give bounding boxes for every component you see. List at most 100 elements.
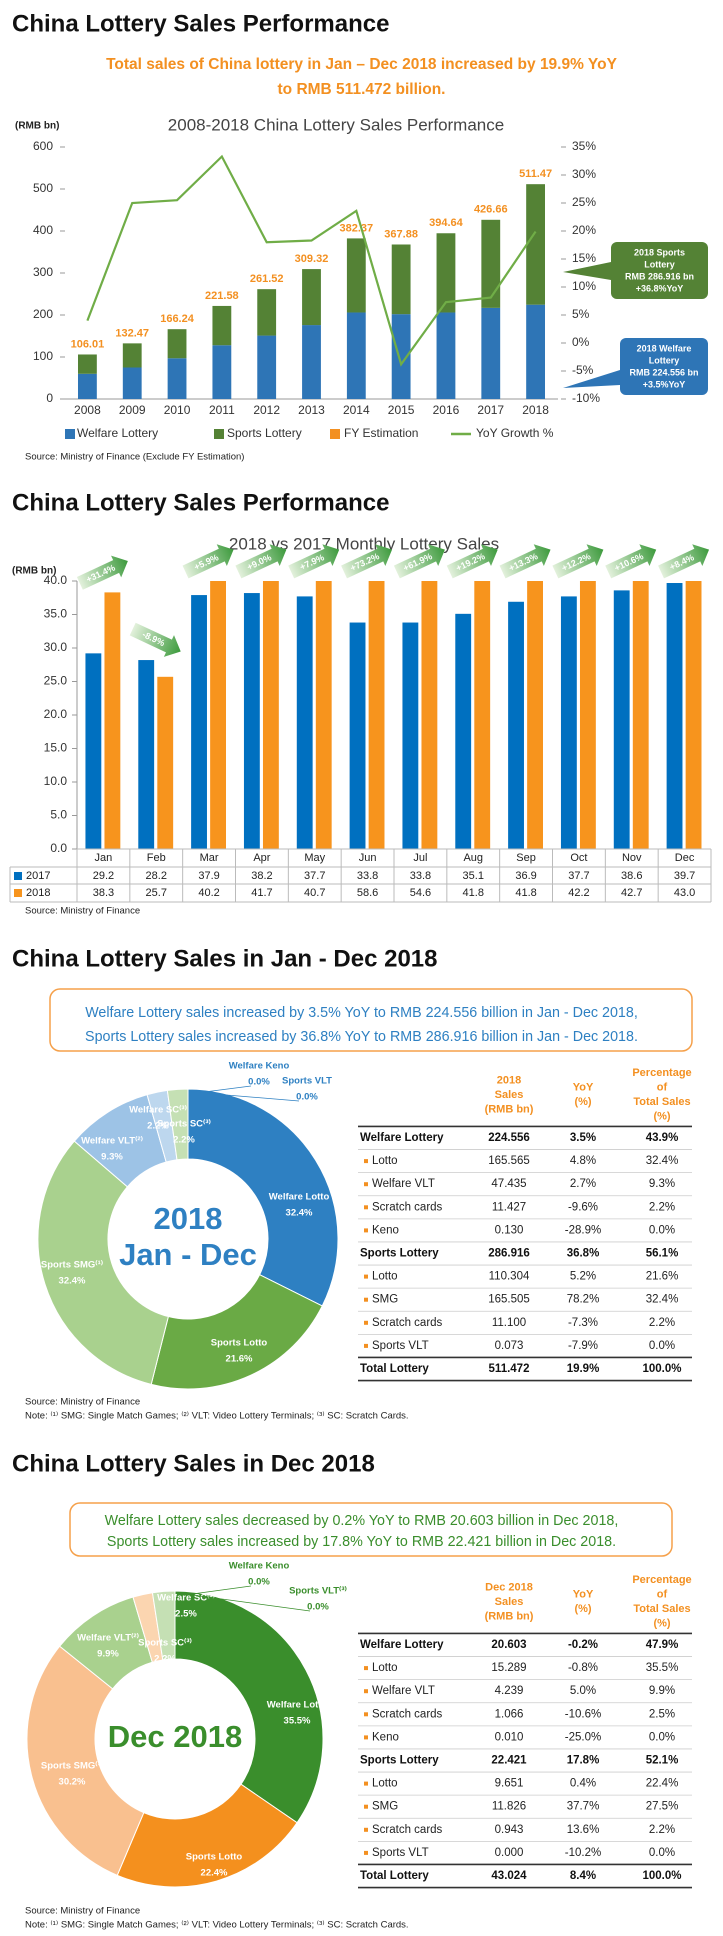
growth-line [86, 154, 537, 367]
table-cell: 2.7% [570, 1178, 596, 1190]
column-header: Total Sales [633, 1603, 690, 1615]
table-value: 41.8 [463, 887, 484, 899]
bar [474, 581, 491, 849]
donut-slice [150, 1274, 323, 1390]
y2-tick-label: 10% [572, 279, 596, 293]
bar-segment [302, 269, 321, 326]
x-tick-label: Aug [463, 852, 483, 864]
bar [666, 583, 683, 849]
table-cell: 11.427 [492, 1201, 526, 1213]
bar-segment [212, 345, 232, 399]
column-header: (RMB bn) [485, 1103, 534, 1115]
table-cell: -10.2% [565, 1847, 601, 1859]
table-cell: 9.9% [649, 1685, 675, 1697]
arrow-shape [235, 544, 287, 579]
bar-segment [391, 314, 411, 399]
bar-segment [481, 219, 501, 308]
x-tick-label: 2011 [209, 403, 235, 417]
callout-text: 2018 Sports [634, 247, 685, 257]
donut-slice [174, 1590, 324, 1824]
table-cell: 19.9% [567, 1363, 600, 1375]
row-label: Scratch cards [372, 1708, 443, 1720]
slice-label: Sports Lotto [211, 1338, 268, 1349]
slice-label: Welfare Lotto [269, 1192, 330, 1203]
callout-pointer [563, 370, 620, 388]
row-label: Sports Lottery [360, 1248, 439, 1260]
bar [85, 653, 102, 849]
y2-tick-label: 25% [572, 195, 596, 209]
callout-text: Lottery [649, 355, 680, 365]
slice-value: 22.4% [201, 1868, 228, 1879]
callout-box [611, 242, 708, 299]
slice-value: 0.0% [248, 1577, 270, 1588]
slice-label: Sports SC⁽³⁾ [157, 1119, 211, 1130]
table-cell: 43.9% [646, 1132, 679, 1144]
y2-tick-label: -5% [572, 363, 594, 377]
growth-arrow: +10.6% [605, 544, 657, 579]
bar [262, 581, 279, 849]
table-cell: 1.066 [495, 1708, 524, 1720]
summary-box [69, 1502, 673, 1557]
table-cell: 17.8% [567, 1755, 600, 1767]
table-cell: 27.5% [646, 1801, 679, 1813]
x-tick-label: Jun [359, 852, 377, 864]
x-tick-label: 2015 [388, 403, 415, 417]
column-header: Sales [495, 1089, 524, 1101]
bar-segment [257, 335, 277, 399]
table-cell: 8.4% [570, 1870, 596, 1882]
bar-segment [436, 233, 456, 313]
column-header: 2018 [497, 1074, 521, 1086]
table-cell: 2.2% [649, 1201, 675, 1213]
arrow-shape [499, 544, 551, 579]
bar [191, 595, 207, 849]
legend-label: 2017 [26, 870, 50, 882]
bar-segment [346, 312, 366, 399]
total-label: 106.01 [71, 338, 105, 350]
center-label: 2018 [154, 1201, 223, 1236]
arrow-shape [393, 544, 445, 579]
table-value: 38.2 [251, 870, 272, 882]
slice-value: 0.0% [248, 1077, 270, 1088]
bar [368, 581, 385, 849]
y2-tick-label: 20% [572, 223, 596, 237]
y-tick-label: 100 [33, 349, 53, 363]
table-cell: 37.7% [567, 1801, 600, 1813]
growth-arrow: +8.4% [658, 544, 710, 579]
row-label: Welfare VLT [372, 1685, 435, 1697]
column-header: (%) [574, 1096, 591, 1108]
table-value: 36.9 [515, 870, 536, 882]
table-value: 38.3 [93, 887, 114, 899]
y-tick-label: 35.0 [44, 607, 68, 621]
bar [579, 581, 596, 849]
arrow-shape [341, 544, 393, 579]
table-value: 41.7 [251, 887, 272, 899]
y2-tick-label: -10% [572, 391, 600, 405]
bar-segment [481, 307, 501, 399]
arrow-shape [76, 555, 128, 590]
bar-segment [122, 367, 142, 399]
bullet [364, 1205, 368, 1210]
slice-value: 2.2% [147, 1121, 169, 1132]
summary-line: Total sales of China lottery in Jan – De… [106, 56, 618, 73]
bars [85, 581, 702, 849]
total-label: 426.66 [474, 204, 508, 216]
slice-label: Sports VLT [282, 1076, 332, 1087]
callout-box [620, 338, 708, 395]
note: Note: ⁽¹⁾ SMG: Single Match Games; ⁽²⁾ V… [25, 1920, 409, 1931]
legend-label: 2018 [26, 887, 50, 899]
y-tick-label: 300 [33, 265, 53, 279]
y-tick-label: 40.0 [44, 573, 68, 587]
table-cell: -10.6% [565, 1708, 601, 1720]
table-cell: -25.0% [565, 1731, 601, 1743]
table-cell: 15.289 [491, 1662, 526, 1674]
table-cell: 36.8% [567, 1248, 600, 1260]
bullet [364, 1735, 368, 1740]
column-header: (%) [653, 1111, 670, 1123]
bar [243, 593, 260, 849]
table-value: 39.7 [674, 870, 695, 882]
table-cell: 5.0% [570, 1685, 596, 1697]
table-cell: 0.073 [495, 1340, 524, 1352]
table-value: 37.7 [568, 870, 589, 882]
bullet [364, 1827, 368, 1832]
row-label: Welfare VLT [372, 1178, 435, 1190]
